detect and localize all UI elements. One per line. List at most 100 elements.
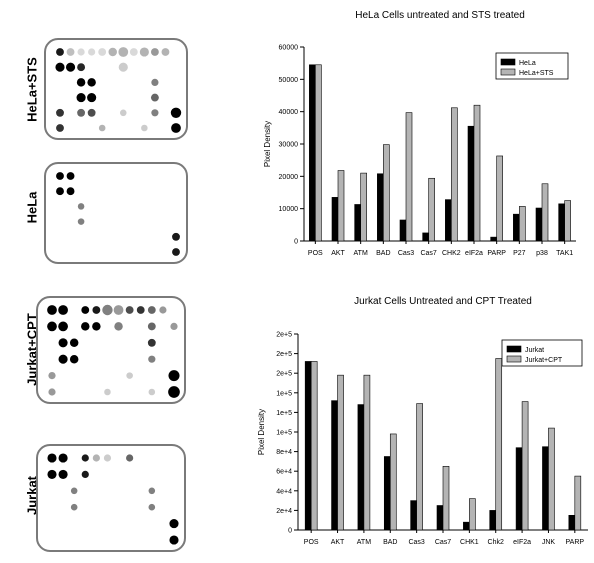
y-tick-label: 10000: [279, 206, 299, 213]
blot-dot: [77, 48, 85, 56]
bar-hela-sts: [428, 177, 435, 242]
bar-hela: [377, 173, 384, 242]
blot-dots: [55, 47, 182, 133]
blot-label-hela: HeLa: [24, 191, 40, 224]
bar-jurkat: [542, 446, 549, 531]
blot-dot: [69, 354, 79, 364]
y-tick-label: 2e+5: [276, 371, 292, 378]
x-tick-label: Cas7: [420, 250, 436, 257]
blot-dot: [172, 232, 180, 241]
blot-dot: [171, 123, 181, 133]
bar-jurkat-cpt: [389, 433, 397, 531]
x-tick-label: BAD: [376, 250, 390, 257]
bar-hela-sts: [496, 155, 503, 242]
legend-swatch: [506, 355, 522, 363]
x-tick-label: PARP: [487, 250, 506, 257]
blot-dot: [87, 108, 96, 117]
x-tick-label: ATM: [357, 539, 371, 546]
blot-dot: [76, 93, 86, 103]
y-tick-label: 0: [288, 528, 292, 535]
bar-jurkat: [410, 500, 417, 531]
blot-dot: [168, 370, 180, 382]
bar-jurkat: [304, 361, 312, 531]
bar-hela-sts: [405, 112, 413, 242]
blot-dot: [47, 469, 57, 479]
bar-hela-sts: [315, 64, 322, 242]
bar-hela: [399, 219, 407, 242]
blot-dot: [56, 124, 64, 132]
bar-hela-sts: [473, 104, 481, 242]
x-tick-label: AKT: [331, 539, 345, 546]
bar-jurkat: [463, 521, 470, 531]
y-axis-label: Pixel Density: [257, 409, 266, 455]
blot-dot: [58, 338, 68, 348]
blot-membrane-hela-sts: [44, 38, 188, 140]
blot-dot: [113, 305, 124, 315]
legend-label: HeLa+STS: [519, 70, 554, 77]
chart-title: Jurkat Cells Untreated and CPT Treated: [354, 296, 532, 307]
blot-dot: [159, 306, 167, 314]
blot-dot: [47, 453, 57, 463]
bar-hela-sts: [564, 200, 571, 242]
legend-label: HeLa: [519, 60, 536, 67]
blot-dot: [125, 306, 134, 314]
bar-jurkat: [436, 505, 444, 531]
blot-membrane-jurkat: [36, 444, 186, 552]
blot-dot: [151, 109, 159, 117]
blot-dot: [65, 62, 76, 72]
legend-label: Jurkat: [525, 347, 544, 354]
y-axis-label: Pixel Density: [263, 121, 272, 167]
blot-dot: [70, 487, 78, 495]
blot-dot: [48, 388, 56, 396]
y-tick-label: 8e+4: [276, 449, 292, 456]
blot-dot: [77, 203, 85, 210]
y-tick-label: 0: [294, 239, 298, 246]
blot-dot: [47, 305, 57, 315]
blot-dot: [126, 372, 133, 379]
blot-dot: [161, 48, 170, 56]
blot-dot: [58, 305, 68, 315]
bar-jurkat: [357, 404, 365, 531]
chart-jurkat: Jurkat Cells Untreated and CPT Treated 0 2…: [257, 296, 588, 546]
y-tick-label: 50000: [279, 77, 299, 84]
x-tick-label: Cas7: [435, 539, 451, 546]
blot-dot: [77, 218, 85, 225]
blot-dot: [92, 306, 101, 314]
bar-hela-sts: [337, 170, 345, 242]
blot-dot: [114, 322, 123, 331]
bar-jurkat-cpt: [416, 403, 423, 531]
y-tick-label: 1e+5: [276, 410, 292, 417]
blot-dot: [66, 187, 75, 196]
blot-dot: [47, 321, 57, 332]
blot-dot: [104, 388, 111, 396]
blot-membrane-jurkat-cpt: [36, 296, 186, 404]
blot-dot: [148, 355, 156, 363]
blot-dot: [87, 93, 97, 103]
bar-jurkat: [568, 515, 576, 531]
bar-hela: [309, 64, 316, 242]
blot-dot: [129, 48, 138, 56]
x-tick-label: BAD: [383, 539, 397, 546]
bar-hela-sts: [383, 144, 390, 242]
blot-dot: [168, 386, 180, 398]
y-tick-label: 4e+4: [276, 488, 292, 495]
y-tick-label: 2e+5: [276, 351, 292, 358]
blot-dot: [118, 62, 128, 72]
blot-dot: [139, 47, 149, 57]
bar-jurkat: [331, 400, 338, 531]
blot-dot: [56, 108, 64, 117]
blot-dot: [48, 372, 56, 380]
blot-dots: [47, 453, 179, 545]
x-tick-label: eIF2a: [465, 250, 483, 257]
y-tick-label: 1e+5: [276, 430, 292, 437]
blot-dot: [56, 48, 64, 56]
bar-jurkat-cpt: [469, 498, 476, 531]
blot-dot: [98, 48, 107, 56]
y-tick-label: 30000: [279, 142, 299, 149]
bar-jurkat-cpt: [363, 374, 371, 531]
x-tick-label: PARP: [566, 539, 585, 546]
bar-hela: [422, 232, 429, 242]
blot-dot: [98, 124, 106, 132]
blot-dot: [108, 47, 117, 57]
x-tick-label: Cas3: [398, 250, 414, 257]
